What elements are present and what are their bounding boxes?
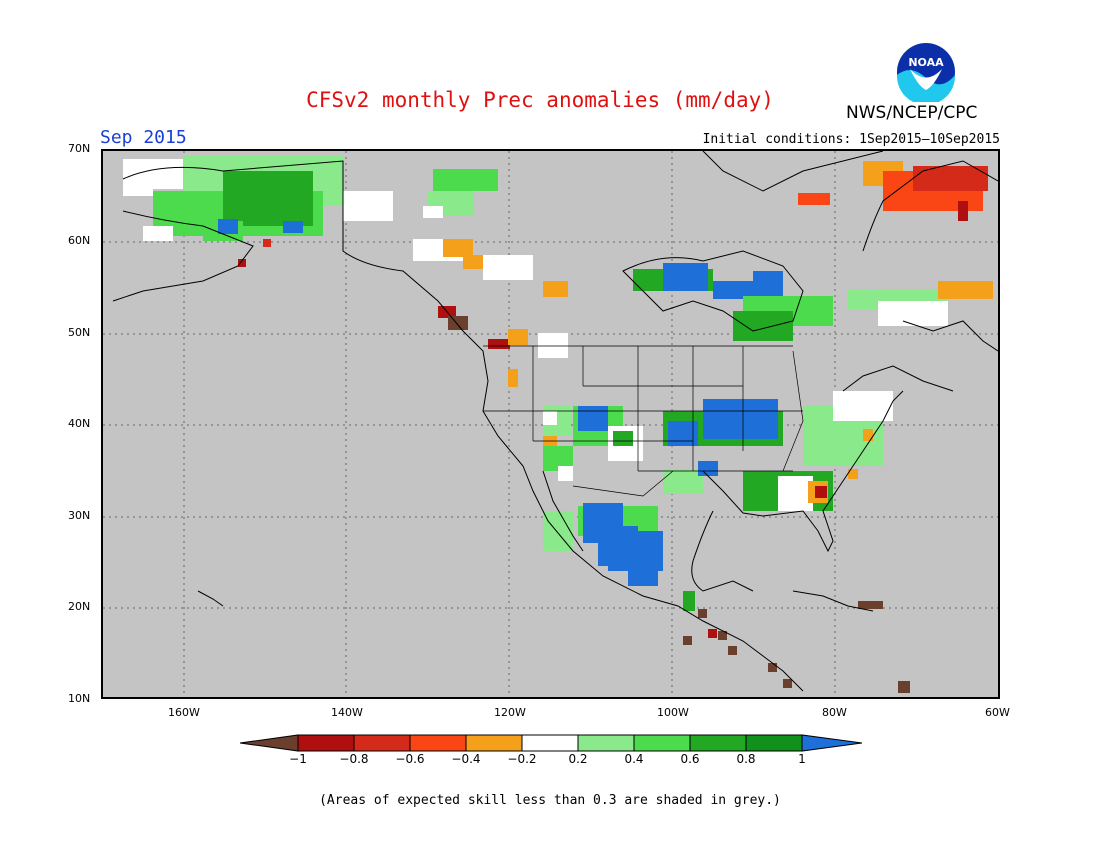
month-label: Sep 2015 (100, 127, 187, 148)
colorbar-label: −1 (289, 752, 307, 766)
colorbar-cell (633, 734, 691, 752)
west-us-patch (543, 406, 643, 481)
southeast-us-patch (743, 469, 858, 511)
lon-tick-80w: 80W (822, 706, 847, 719)
lon-tick-100w: 100W (657, 706, 689, 719)
colorbar-lower-arrow (240, 734, 299, 752)
lat-tick-60n: 60N (68, 234, 91, 247)
central-america-dry-cells (683, 601, 910, 693)
hudson-bay-wet-patch (633, 263, 993, 341)
lat-tick-10n: 10N (68, 692, 91, 705)
colorbar-cell (409, 734, 467, 752)
lat-tick-30n: 30N (68, 509, 91, 522)
map-title-text: CFSv2 monthly Prec anomalies (mm/day) (306, 88, 774, 112)
colorbar-label: 0.2 (568, 752, 588, 766)
lon-tick-140w: 140W (331, 706, 363, 719)
lon-tick-120w: 120W (494, 706, 526, 719)
footnote: (Areas of expected skill less than 0.3 a… (319, 793, 781, 808)
bc-dry-patch (413, 239, 568, 387)
colorbar-label: 0.4 (624, 752, 644, 766)
alaska-wet-patch (123, 156, 393, 267)
initial-conditions: Initial conditions: 1Sep2015—10Sep2015 (702, 132, 1000, 147)
mexico-wet-patch (543, 461, 718, 611)
agency-label: NWS/NCEP/CPC (846, 103, 978, 123)
colorbar-label: −0.8 (339, 752, 369, 766)
map-title: CFSv2 monthly Prec anomalies (mm/day) (0, 88, 1100, 112)
colorbar-label: 0.8 (736, 752, 756, 766)
colorbar-cell (689, 734, 747, 752)
colorbar-label: −0.6 (395, 752, 425, 766)
colorbar-cell (297, 734, 355, 752)
colorbar-cell (577, 734, 635, 752)
lat-tick-70n: 70N (68, 142, 91, 155)
greenland-dry-patch (798, 161, 988, 221)
colorbar-label: −0.2 (507, 752, 537, 766)
colorbar-upper-arrow (801, 734, 862, 752)
yukon-green-patch (423, 169, 498, 218)
central-us-wet-patch (663, 391, 893, 466)
lon-tick-160w: 160W (168, 706, 200, 719)
colorbar-cell (465, 734, 523, 752)
lat-tick-20n: 20N (68, 600, 91, 613)
logo-text: NOAA (908, 56, 944, 69)
colorbar-cell (353, 734, 411, 752)
coastlines (112, 151, 998, 692)
lon-tick-60w: 60W (985, 706, 1010, 719)
noaa-logo: NOAA (896, 42, 956, 105)
lat-tick-40n: 40N (68, 417, 91, 430)
colorbar-label: 0.6 (680, 752, 700, 766)
colorbar (240, 734, 862, 752)
colorbar-cell (521, 734, 579, 752)
colorbar-cell (745, 734, 803, 752)
lat-tick-50n: 50N (68, 326, 91, 339)
colorbar-label: 1 (798, 752, 806, 766)
map-canvas (103, 151, 998, 697)
colorbar-label: −0.4 (451, 752, 481, 766)
anomaly-map (101, 149, 1000, 699)
political-borders (483, 345, 804, 497)
